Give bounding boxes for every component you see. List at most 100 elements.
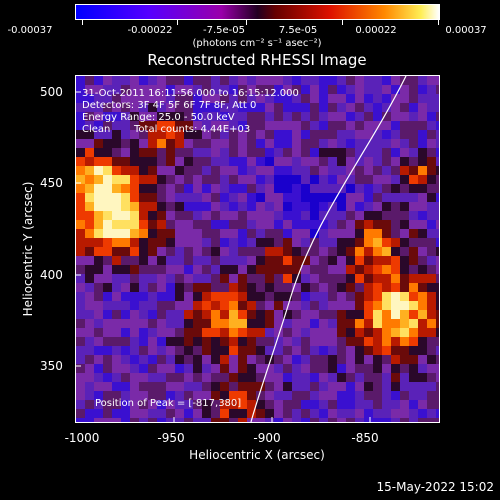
y-tick-label: 450 <box>40 176 63 190</box>
image-pixel <box>175 328 184 337</box>
image-pixel <box>328 211 337 220</box>
image-pixel <box>85 157 94 166</box>
image-pixel <box>256 184 265 193</box>
image-pixel <box>418 130 427 139</box>
image-pixel <box>94 265 103 274</box>
image-pixel <box>184 202 193 211</box>
image-pixel <box>139 175 148 184</box>
image-pixel <box>319 292 328 301</box>
image-pixel <box>310 328 319 337</box>
image-pixel <box>94 202 103 211</box>
image-pixel <box>148 418 157 422</box>
image-pixel <box>103 319 112 328</box>
image-pixel <box>247 112 256 121</box>
image-pixel <box>211 121 220 130</box>
image-pixel <box>364 229 373 238</box>
image-pixel <box>238 328 247 337</box>
image-pixel <box>274 103 283 112</box>
image-pixel <box>157 121 166 130</box>
image-pixel <box>175 229 184 238</box>
image-pixel <box>382 391 391 400</box>
image-pixel <box>157 112 166 121</box>
image-pixel <box>247 121 256 130</box>
image-pixel <box>364 274 373 283</box>
image-pixel <box>94 310 103 319</box>
x-tick-label: -850 <box>351 431 379 445</box>
image-pixel <box>382 418 391 422</box>
image-pixel <box>328 76 337 85</box>
image-pixel <box>211 328 220 337</box>
image-pixel <box>337 382 346 391</box>
colorbar-tick-label: -0.00037 <box>7 25 53 36</box>
image-pixel <box>400 409 409 418</box>
image-pixel <box>418 418 427 422</box>
image-pixel <box>292 166 301 175</box>
image-pixel <box>328 373 337 382</box>
image-pixel <box>166 274 175 283</box>
image-pixel <box>364 76 373 85</box>
image-pixel <box>301 346 310 355</box>
image-pixel <box>283 337 292 346</box>
image-pixel <box>256 409 265 418</box>
image-pixel <box>157 400 166 409</box>
image-pixel <box>337 283 346 292</box>
image-pixel <box>229 283 238 292</box>
image-pixel <box>238 391 247 400</box>
image-pixel <box>211 418 220 422</box>
image-pixel <box>130 391 139 400</box>
image-pixel <box>373 265 382 274</box>
image-pixel <box>409 184 418 193</box>
image-pixel <box>274 301 283 310</box>
image-pixel <box>400 139 409 148</box>
image-pixel <box>382 157 391 166</box>
image-pixel <box>436 175 439 184</box>
image-pixel <box>76 202 85 211</box>
image-pixel <box>373 319 382 328</box>
image-pixel <box>346 337 355 346</box>
image-pixel <box>220 310 229 319</box>
image-pixel <box>283 139 292 148</box>
image-pixel <box>319 283 328 292</box>
image-pixel <box>274 310 283 319</box>
image-pixel <box>418 175 427 184</box>
image-pixel <box>85 130 94 139</box>
image-pixel <box>193 202 202 211</box>
image-pixel <box>202 166 211 175</box>
image-pixel <box>202 112 211 121</box>
image-pixel <box>328 292 337 301</box>
image-pixel <box>400 157 409 166</box>
image-pixel <box>76 184 85 193</box>
image-pixel <box>211 292 220 301</box>
image-pixel <box>148 157 157 166</box>
image-pixel <box>436 103 439 112</box>
image-pixel <box>409 382 418 391</box>
image-pixel <box>112 400 121 409</box>
image-pixel <box>76 346 85 355</box>
image-pixel <box>103 175 112 184</box>
image-pixel <box>184 409 193 418</box>
image-pixel <box>256 229 265 238</box>
image-pixel <box>175 274 184 283</box>
image-pixel <box>274 355 283 364</box>
image-pixel <box>265 139 274 148</box>
image-pixel <box>427 274 436 283</box>
image-pixel <box>112 391 121 400</box>
image-pixel <box>364 409 373 418</box>
image-pixel <box>94 373 103 382</box>
image-pixel <box>211 148 220 157</box>
image-pixel <box>247 409 256 418</box>
detectors-label: Detectors: 3F 4F 5F 6F 7F 8F, Att 0 <box>82 100 257 111</box>
image-pixel <box>373 292 382 301</box>
image-pixel <box>166 193 175 202</box>
image-pixel <box>274 238 283 247</box>
image-pixel <box>193 391 202 400</box>
image-pixel <box>274 256 283 265</box>
image-pixel <box>391 121 400 130</box>
image-pixel <box>130 400 139 409</box>
image-pixel <box>85 373 94 382</box>
image-pixel <box>382 382 391 391</box>
image-pixel <box>94 382 103 391</box>
image-pixel <box>292 337 301 346</box>
image-pixel <box>283 382 292 391</box>
image-pixel <box>193 121 202 130</box>
